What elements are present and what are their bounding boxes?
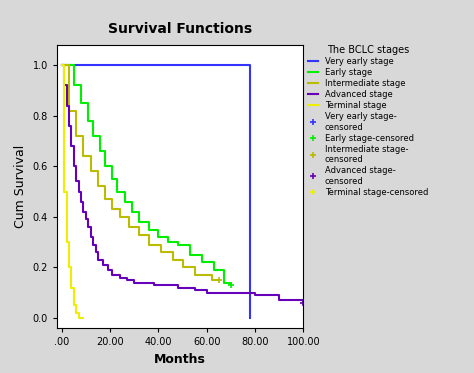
X-axis label: Months: Months — [154, 353, 206, 366]
Text: Survival Functions: Survival Functions — [108, 22, 252, 37]
Y-axis label: Cum Survival: Cum Survival — [14, 145, 27, 228]
Legend: Very early stage, Early stage, Intermediate stage, Advanced stage, Terminal stag: Very early stage, Early stage, Intermedi… — [308, 45, 428, 197]
